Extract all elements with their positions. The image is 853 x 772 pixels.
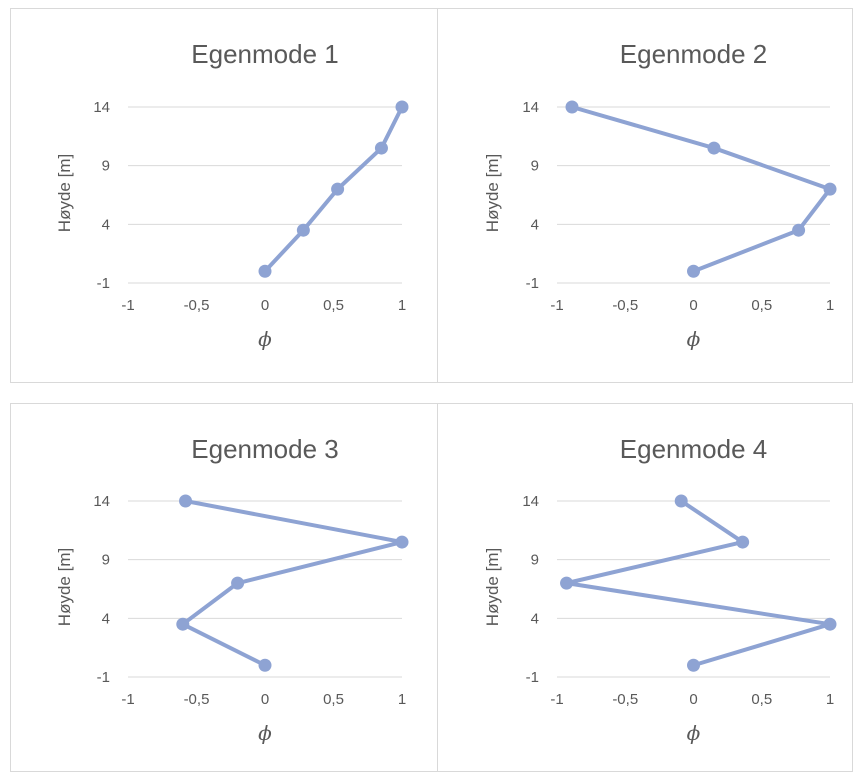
chart-1-y-tick-label: 9 xyxy=(102,158,110,175)
chart-4-y-tick-label: -1 xyxy=(526,669,539,686)
chart-4-y-tick-label: 14 xyxy=(522,493,539,510)
chart-3-x-tick-label: 0 xyxy=(261,691,269,708)
chart-2-title: Egenmode 2 xyxy=(620,39,767,69)
chart-4-x-tick-label: 1 xyxy=(826,691,834,708)
chart-1-data-point-4 xyxy=(395,100,409,114)
chart-2: -1 4 9 14 -1 -0,5 0 0,5 1 Egenmode 2 Høyde [m] ϕ xyxy=(483,39,837,351)
chart-4-data-point-2 xyxy=(560,576,574,590)
chart-3-data-point-2 xyxy=(231,576,245,590)
chart-1-x-axis-label: ϕ xyxy=(258,327,272,351)
chart-3-x-tick-label: 0,5 xyxy=(323,691,344,708)
chart-3-data-point-1 xyxy=(176,617,190,631)
chart-2-data-point-2 xyxy=(823,182,837,196)
chart-1-y-tick-label: 14 xyxy=(93,99,110,116)
chart-3-y-tick-label: 14 xyxy=(93,493,110,510)
chart-1-x-tick-label: -0,5 xyxy=(184,297,210,314)
chart-1-x-tick-label: 0 xyxy=(261,297,269,314)
chart-2-x-tick-label: 1 xyxy=(826,297,834,314)
chart-2-y-tick-label: 9 xyxy=(531,158,539,175)
chart-1-y-axis-label: Høyde [m] xyxy=(55,154,74,232)
chart-3-x-tick-label: 1 xyxy=(398,691,406,708)
chart-4-y-tick-label: 9 xyxy=(531,552,539,569)
chart-3-x-axis-label: ϕ xyxy=(258,721,272,745)
chart-2-y-tick-label: 14 xyxy=(522,99,539,116)
chart-4-x-tick-label: -0,5 xyxy=(612,691,638,708)
chart-panel-2 xyxy=(437,8,853,383)
chart-2-y-tick-label: -1 xyxy=(526,275,539,292)
chart-1-x-tick-label: -1 xyxy=(121,297,134,314)
chart-4-data-point-4 xyxy=(674,494,688,508)
chart-4-x-tick-label: 0,5 xyxy=(751,691,772,708)
chart-panel-1 xyxy=(10,8,438,383)
chart-2-y-tick-label: 4 xyxy=(531,216,539,233)
chart-4: -1 4 9 14 -1 -0,5 0 0,5 1 Egenmode 4 Høyde [m] ϕ xyxy=(483,434,837,745)
chart-1-data-point-0 xyxy=(258,264,272,278)
chart-4-x-tick-label: -1 xyxy=(550,691,563,708)
chart-2-x-tick-label: 0 xyxy=(689,297,697,314)
chart-4-series-line xyxy=(564,499,832,668)
chart-1-x-tick-label: 1 xyxy=(398,297,406,314)
chart-3-y-tick-label: -1 xyxy=(97,669,110,686)
chart-2-x-tick-label: -0,5 xyxy=(612,297,638,314)
chart-3-data-point-0 xyxy=(258,658,272,672)
chart-2-x-tick-label: -1 xyxy=(550,297,563,314)
chart-4-y-axis-label: Høyde [m] xyxy=(483,548,502,626)
chart-4-data-point-0 xyxy=(687,658,700,672)
chart-3-x-tick-label: -1 xyxy=(121,691,134,708)
chart-3-data-point-3 xyxy=(395,535,409,549)
chart-1-y-tick-label: 4 xyxy=(102,216,110,233)
chart-1-data-point-3 xyxy=(374,141,388,155)
chart-3-x-tick-label: -0,5 xyxy=(184,691,210,708)
chart-2-data-point-0 xyxy=(687,264,700,278)
chart-1: -1 4 9 14 -1 -0,5 0 0,5 1 Egenmode 1 Høyde [m] ϕ xyxy=(55,39,409,351)
chart-2-series-line xyxy=(570,105,832,274)
chart-2-x-axis-label: ϕ xyxy=(687,327,701,351)
chart-1-title: Egenmode 1 xyxy=(191,39,338,69)
chart-3: -1 4 9 14 -1 -0,5 0 0,5 1 Egenmode 3 Høyde [m] ϕ xyxy=(55,434,409,745)
chart-2-x-tick-label: 0,5 xyxy=(751,297,772,314)
chart-1-y-tick-label: -1 xyxy=(97,275,110,292)
chart-2-y-axis-label: Høyde [m] xyxy=(483,154,502,232)
chart-1-data-point-1 xyxy=(296,223,310,237)
chart-3-y-tick-label: 9 xyxy=(102,552,110,569)
chart-4-x-tick-label: 0 xyxy=(689,691,697,708)
chart-1-data-point-2 xyxy=(331,182,345,196)
chart-3-y-tick-label: 4 xyxy=(102,610,110,627)
chart-4-title: Egenmode 4 xyxy=(620,434,767,464)
chart-2-data-point-3 xyxy=(707,141,721,155)
chart-3-y-axis-label: Høyde [m] xyxy=(55,548,74,626)
chart-4-data-point-3 xyxy=(736,535,750,549)
chart-4-data-point-1 xyxy=(823,617,837,631)
chart-panel-4 xyxy=(437,403,853,772)
chart-2-data-point-4 xyxy=(565,100,579,114)
chart-2-data-point-1 xyxy=(792,223,806,237)
chart-3-title: Egenmode 3 xyxy=(191,434,338,464)
chart-1-x-tick-label: 0,5 xyxy=(323,297,344,314)
chart-4-y-tick-label: 4 xyxy=(531,610,539,627)
chart-3-series-line xyxy=(180,499,404,668)
chart-4-x-axis-label: ϕ xyxy=(687,721,701,745)
chart-3-data-point-4 xyxy=(179,494,193,508)
